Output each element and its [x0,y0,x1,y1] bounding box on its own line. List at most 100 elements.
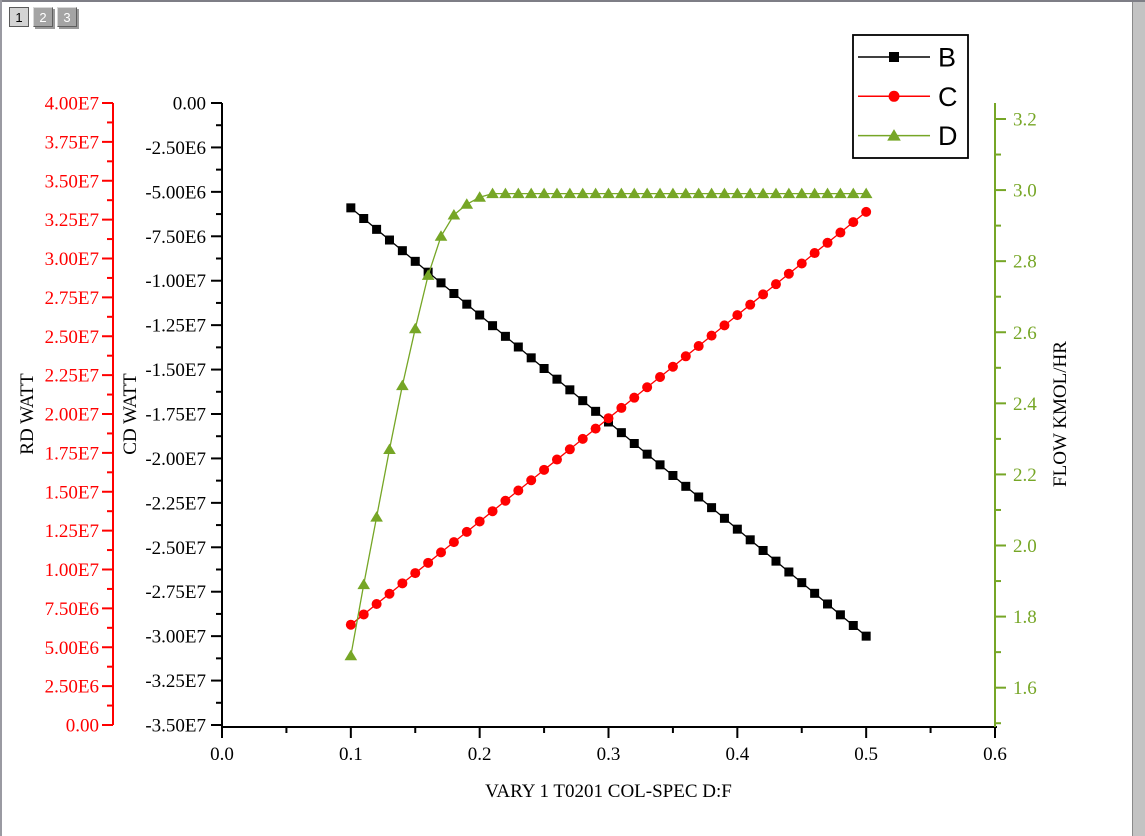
marker-triangle [834,187,847,199]
legend-entry-D[interactable]: D [858,121,958,151]
layer-tab-3[interactable]: 3 [57,7,77,27]
marker-square [591,406,601,416]
marker-square [578,396,588,406]
marker-circle [745,299,756,310]
legend-entry-B[interactable]: B [858,43,956,73]
marker-square [719,513,729,523]
marker-circle [796,258,807,269]
marker-circle [642,382,653,393]
marker-square [848,620,858,630]
marker-triangle [795,187,809,199]
legend-entry-C[interactable]: C [858,82,958,112]
marker-triangle [782,187,796,199]
marker-circle [513,485,524,496]
y-tick-label: 4.00E7 [45,94,99,115]
marker-triangle [666,187,680,199]
marker-circle [577,433,588,444]
y-tick-label: 3.75E7 [45,132,99,153]
y-tick-label: 2.8 [1013,252,1037,273]
marker-circle [693,341,704,352]
marker-triangle [846,187,860,199]
marker-circle [384,588,395,599]
marker-square [488,321,498,331]
marker-triangle [769,187,783,199]
y-tick-label: -3.50E7 [145,716,206,737]
marker-circle [487,506,498,517]
marker-square [410,256,420,266]
y-tick-label: 3.50E7 [45,171,99,192]
marker-square [668,470,678,480]
marker-triangle [589,187,602,199]
marker-triangle [434,230,448,241]
y-axis-title-red: RD WATT [17,373,38,455]
y-tick-label: 7.50E6 [45,599,99,620]
marker-circle [345,619,356,630]
layer-tab-2[interactable]: 2 [33,7,53,27]
marker-circle [719,320,730,331]
marker-triangle [550,187,564,199]
marker-square [526,353,536,363]
marker-square [732,524,742,534]
marker-triangle [576,187,590,199]
marker-triangle [653,187,667,199]
y-tick-label: 3.0 [1013,181,1037,202]
y-tick-label: 0.00 [173,94,206,115]
y-tick-label: 2.50E7 [45,327,99,348]
y-tick-label: 2.0 [1013,536,1037,557]
y-tick-label: -2.00E7 [145,449,206,470]
x-axis: 0.0 0.1 0.2 0.3 0.4 0.5 0.6 VARY 1 T0201 COL-SP… [210,726,1007,802]
x-tick-label: 0.5 [854,744,878,765]
marker-triangle [512,187,525,199]
marker-circle [680,351,691,362]
marker-triangle [692,187,705,199]
marker-square [797,578,807,588]
layer-tab-1[interactable]: 1 [9,7,29,27]
marker-circle [835,227,846,238]
marker-square [810,588,820,598]
y-tick-label: 2.2 [1013,465,1037,486]
marker-triangle [756,187,770,199]
marker-circle [732,310,743,321]
marker-square [889,52,899,62]
marker-triangle [396,379,409,391]
marker-triangle [731,187,744,199]
marker-circle [474,516,485,527]
marker-circle [397,578,408,589]
marker-triangle [679,187,693,199]
marker-square [513,342,523,352]
legend[interactable]: BCD [852,34,969,159]
marker-circle [500,495,511,506]
y-tick-label: 3.00E7 [45,249,99,270]
marker-circle [861,206,872,217]
marker-square [616,428,626,438]
marker-square [372,224,382,234]
y-axis-black: 0.00 -2.50E6 -5.00E6 -7.50E6 -1.00E7 -1.25E7 -… [120,94,223,737]
marker-circle [706,330,717,341]
marker-triangle [615,187,628,199]
marker-circle [758,289,769,300]
marker-circle [822,237,833,248]
marker-circle [526,475,537,486]
marker-circle [564,444,575,455]
marker-square [694,492,704,502]
marker-square [707,503,717,513]
y-tick-label: 2.00E7 [45,405,99,426]
marker-square [384,235,394,245]
y-tick-label: -5.00E6 [145,182,206,203]
y-axis-red: 0.00 2.50E6 5.00E6 7.50E6 1.00E7 1.25E7 1.50E7… [17,94,114,737]
marker-triangle [743,187,757,199]
marker-circle [848,217,859,228]
x-tick-label: 0.4 [725,744,749,765]
y-tick-label: 1.00E7 [45,560,99,581]
x-tick-label: 0.2 [468,744,492,765]
series-D [344,187,873,661]
marker-circle [539,464,550,475]
marker-triangle [370,511,383,522]
y-tick-label: -1.75E7 [145,405,206,426]
marker-square [449,289,459,299]
legend-label: B [938,43,956,73]
y-tick-label: 3.2 [1013,109,1037,130]
marker-triangle [887,129,901,141]
marker-triangle [705,187,718,199]
